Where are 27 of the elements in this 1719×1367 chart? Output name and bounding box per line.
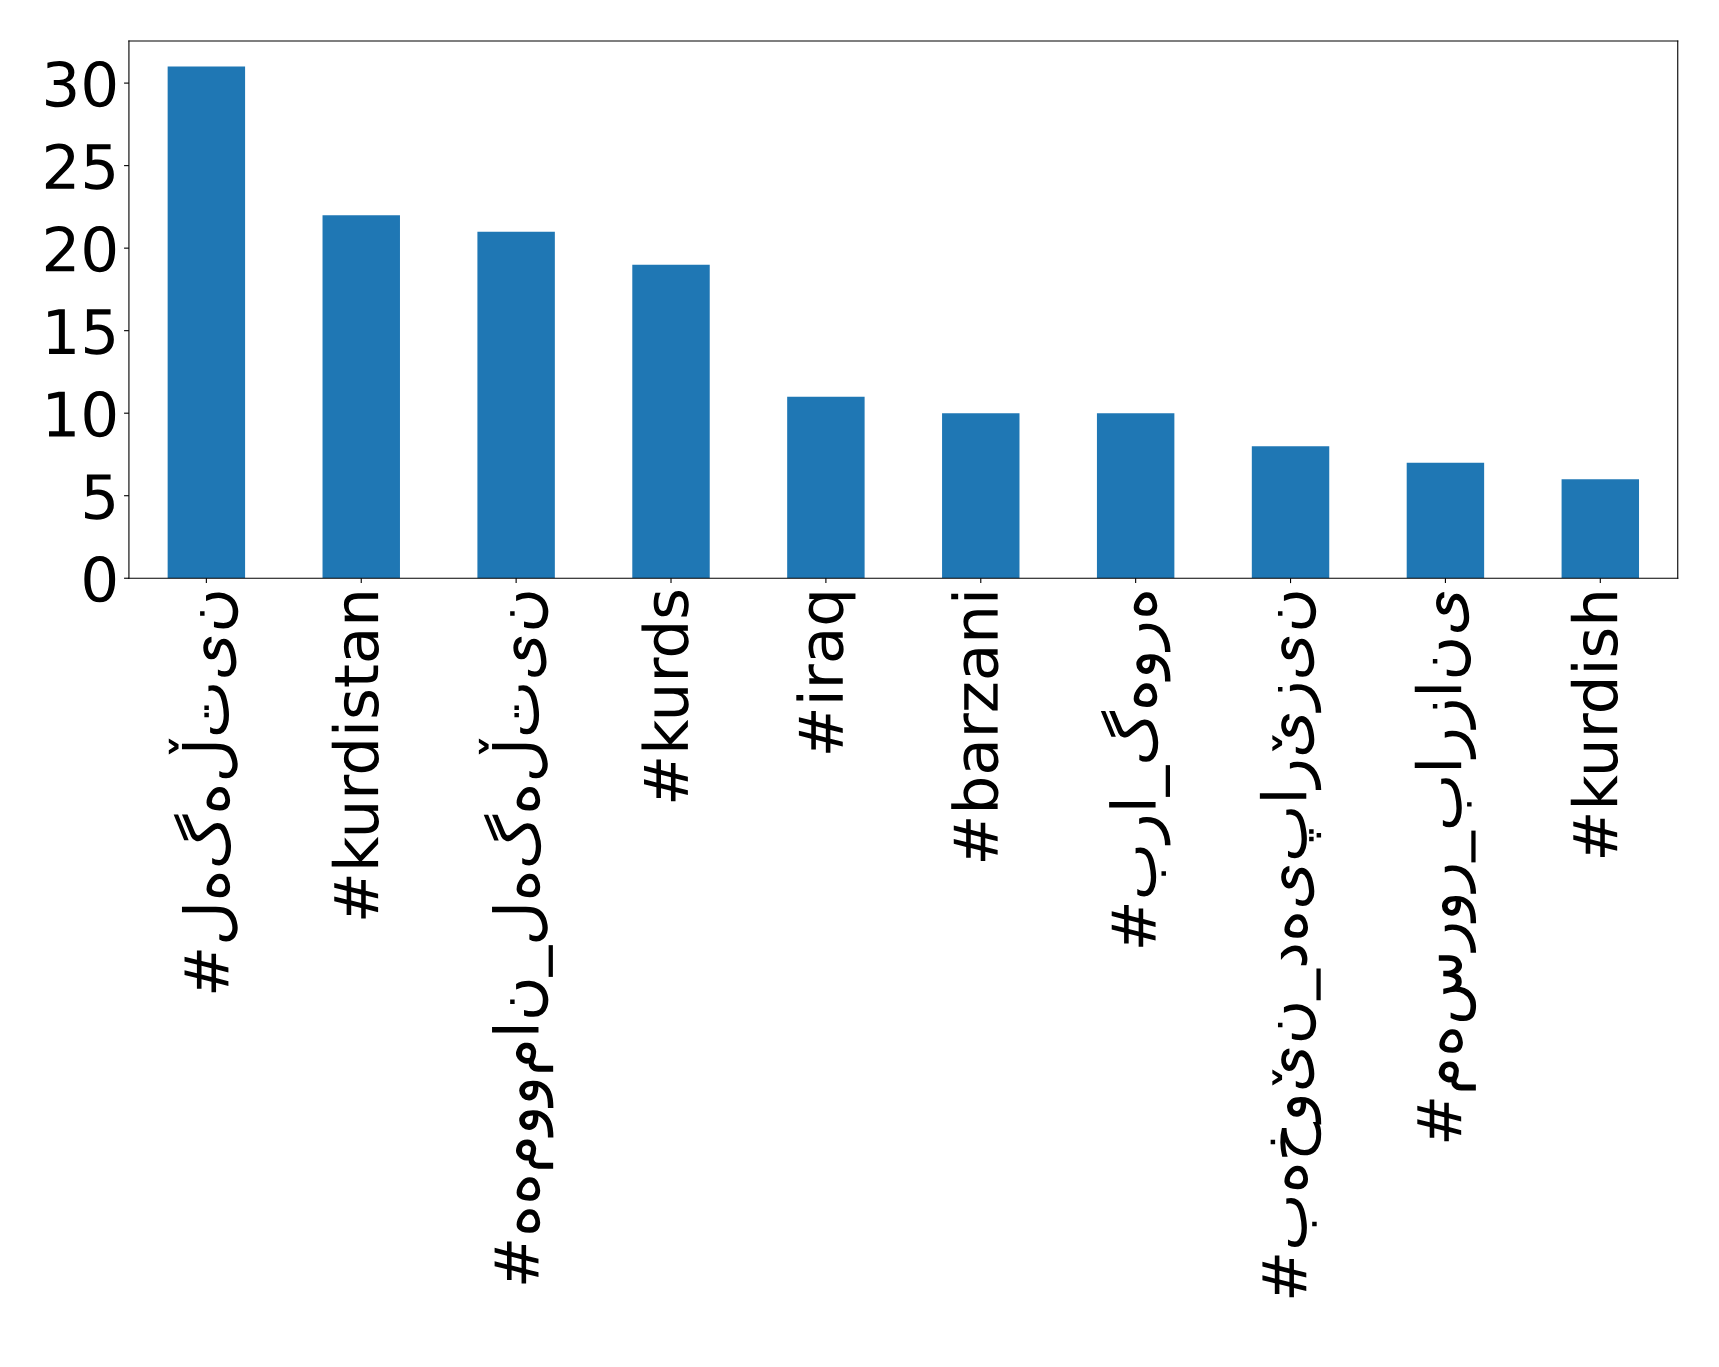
y-tick-label: 20 [45,226,116,273]
y-tick-label: 0 [84,556,116,603]
x-tick-label: #iraq [796,593,856,753]
y-tick-label: 5 [85,474,114,520]
x-tick-label: #هەموومان_لەگەڵتین [478,592,554,1284]
x-tick-label: #مەسرور_بارزانی [1414,591,1477,1142]
y-tick-label: 25 [45,143,114,190]
bar [477,231,555,579]
bar [632,264,710,579]
bar [1251,446,1330,579]
x-tick-label: #kurdish [1570,593,1619,858]
bar [1096,413,1175,579]
bar [942,413,1020,579]
x-tick-label: #برا_گەورە [1100,592,1171,947]
y-tick-label: 30 [46,60,116,108]
x-tick-label: #بەخوێن_دەیپارێزین [1259,592,1322,1298]
bar [1406,462,1485,579]
y-tick-label: 10 [48,391,116,438]
x-tick-label: #barzani [951,593,999,862]
y-tick-label: 15 [48,309,114,355]
bar [1561,479,1640,579]
x-tick-label: #لەگەڵتین [168,592,239,993]
bar [322,215,400,579]
bar [787,396,865,579]
x-tick-label: #kurdistan [331,593,379,919]
bar [167,66,246,579]
x-tick-label: #kurds [641,590,689,802]
